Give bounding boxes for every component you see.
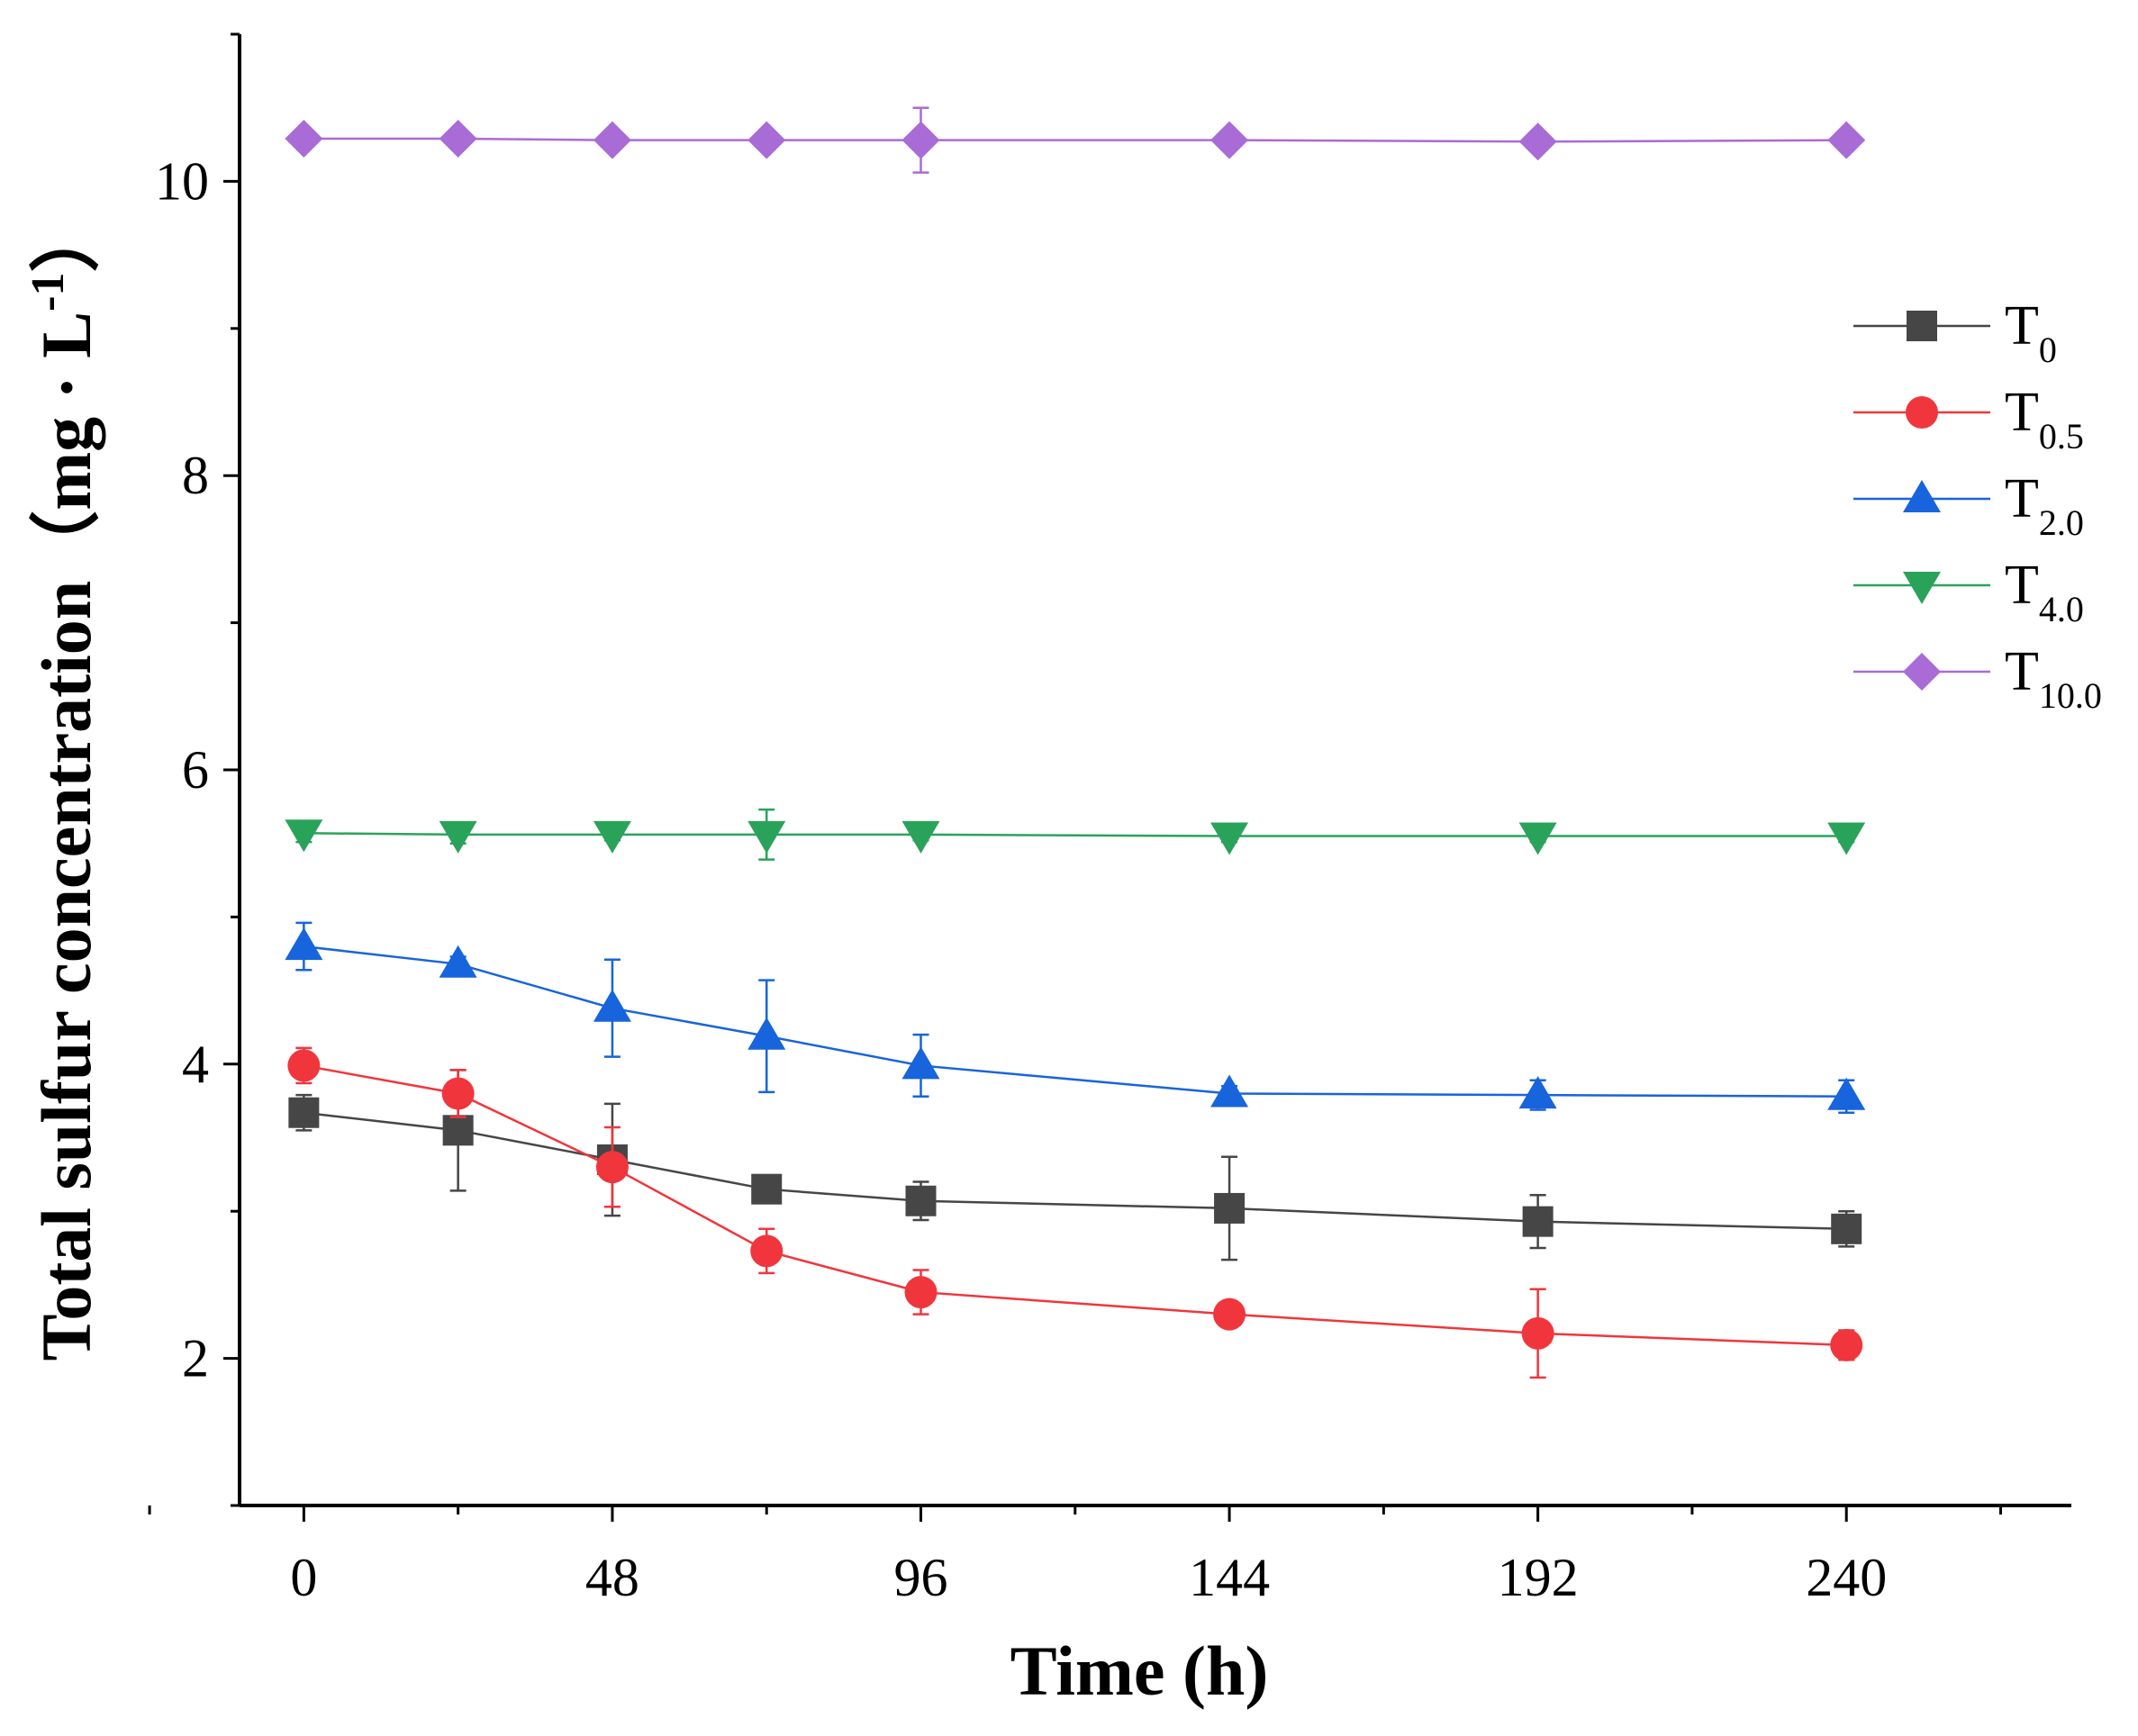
data-point <box>1521 1316 1554 1350</box>
data-point <box>1210 121 1249 159</box>
data-point <box>1830 1328 1863 1361</box>
data-point <box>1831 1213 1862 1244</box>
series-circle <box>287 1046 1863 1379</box>
legend-marker <box>1907 311 1937 341</box>
data-point <box>439 820 477 854</box>
data-point <box>905 1185 937 1216</box>
legend-item: T0 <box>1853 295 2057 370</box>
x-tick-label: 240 <box>1806 1548 1887 1607</box>
legend-item: T4.0 <box>1853 555 2084 629</box>
data-point <box>751 1173 783 1205</box>
y-tick-label: 6 <box>182 740 209 800</box>
data-point <box>285 819 323 853</box>
x-tick-label: 96 <box>894 1548 948 1607</box>
data-point <box>285 120 323 158</box>
data-point <box>1213 1297 1246 1331</box>
legend-label: T4.0 <box>2005 555 2084 629</box>
legend-label: T10.0 <box>2005 641 2102 716</box>
series-line <box>303 945 1847 1098</box>
legend-label: T2.0 <box>2005 468 2084 543</box>
data-point <box>901 121 940 159</box>
series-diamond <box>285 106 1866 174</box>
data-point <box>1214 1192 1246 1224</box>
legend: T0 T0.5 T2.0 T4.0 T10.0 <box>1853 295 2102 716</box>
series-triangle-up <box>285 921 1866 1114</box>
series-triangle-down <box>285 808 1866 861</box>
data-point <box>288 1097 320 1128</box>
data-point <box>904 1276 938 1309</box>
x-tick-label: 48 <box>585 1548 639 1607</box>
series-line <box>303 832 1847 837</box>
data-point <box>1827 121 1866 159</box>
y-axis-title-main: Total sulfur concentration（mg · L <box>27 312 105 1361</box>
series-line <box>303 1064 1847 1347</box>
legend-marker <box>1903 572 1941 604</box>
x-axis-title: Time (h) <box>1010 1632 1269 1710</box>
data-point <box>593 121 631 159</box>
data-point <box>1522 1206 1554 1237</box>
legend-item: T2.0 <box>1853 468 2084 543</box>
data-point <box>442 1115 474 1146</box>
data-point <box>1210 822 1249 855</box>
data-point <box>1210 1074 1249 1108</box>
y-axis-title-sup: -1 <box>23 272 74 311</box>
data-point <box>901 820 940 854</box>
data-point <box>593 989 631 1022</box>
legend-item: T10.0 <box>1853 641 2102 716</box>
data-point <box>1518 122 1557 161</box>
data-point <box>1518 1076 1557 1109</box>
data-point <box>747 1017 786 1050</box>
data-point <box>901 1046 940 1080</box>
data-point <box>1827 1077 1866 1110</box>
data-point <box>439 120 477 158</box>
x-tick-label: 0 <box>290 1548 317 1607</box>
data-point <box>1827 822 1866 855</box>
legend-label: T0.5 <box>2005 382 2084 457</box>
data-point <box>439 945 477 978</box>
series-line <box>303 1111 1847 1231</box>
data-point <box>593 820 631 854</box>
y-axis-title-close: ） <box>27 202 105 272</box>
plot-area <box>285 106 1866 1379</box>
data-point <box>441 1077 475 1110</box>
legend-label: T0 <box>2005 295 2057 370</box>
x-tick-label: 192 <box>1498 1548 1579 1607</box>
axes: 2 4 6 8 10 0 48 96 144 192 240 <box>148 32 2071 1607</box>
y-tick-label: 4 <box>182 1035 209 1094</box>
series-square <box>288 1069 1862 1261</box>
data-point <box>595 1151 629 1184</box>
x-tick-label: 144 <box>1189 1548 1270 1607</box>
legend-marker <box>1903 653 1941 691</box>
data-point <box>1518 822 1557 855</box>
legend-item: T0.5 <box>1853 382 2084 457</box>
data-point <box>750 1234 784 1268</box>
data-point <box>747 820 786 854</box>
data-point <box>747 121 786 159</box>
y-tick-label: 2 <box>182 1329 209 1388</box>
data-point <box>287 1049 321 1082</box>
legend-marker <box>1903 480 1941 512</box>
data-point <box>285 927 323 961</box>
y-axis-title: Total sulfur concentration（mg · L-1） <box>23 202 105 1361</box>
y-tick-label: 10 <box>155 151 209 211</box>
y-tick-label: 8 <box>182 446 209 505</box>
legend-marker <box>1906 396 1938 429</box>
series-line <box>303 137 1847 143</box>
